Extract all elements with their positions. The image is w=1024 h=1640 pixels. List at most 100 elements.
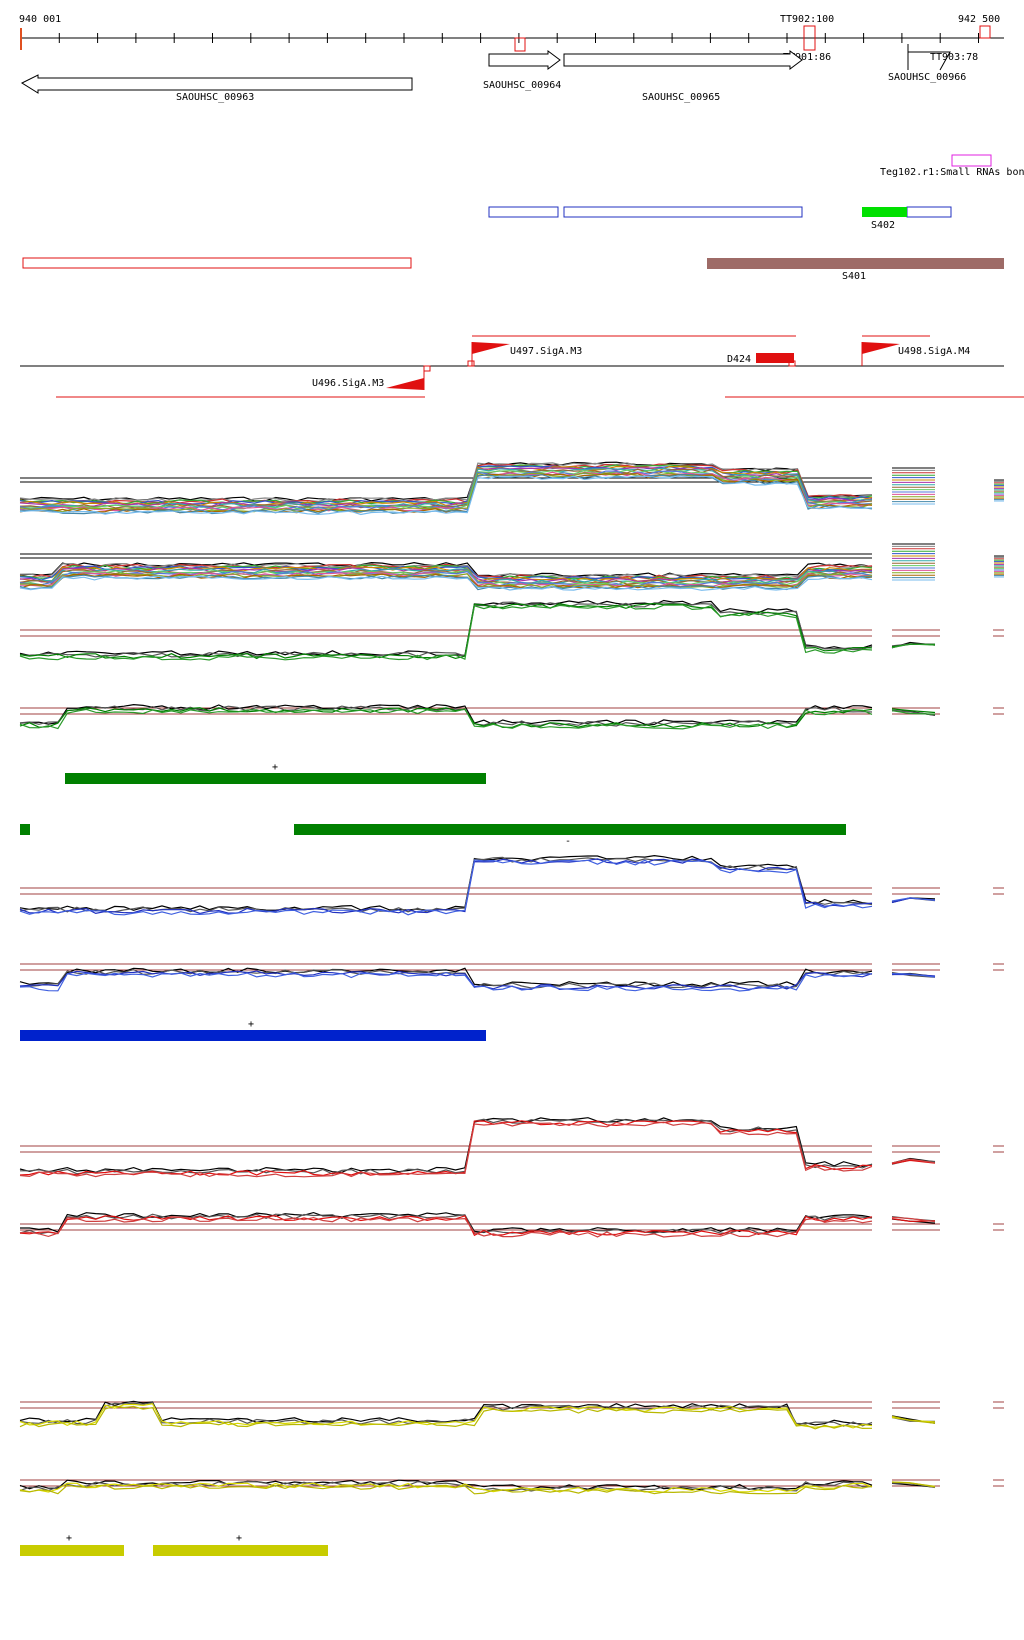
expression-line — [891, 1481, 936, 1487]
expression-line — [891, 710, 936, 715]
expression-track-blue — [19, 854, 1004, 916]
promoter-track: U497.SigA.M3 D424 U498.SigA.M4 U496.SigA… — [20, 335, 1024, 398]
terminator-label: TT901:86 — [783, 52, 831, 63]
segment-s402[interactable] — [862, 207, 907, 217]
expression-track-yellow — [19, 1400, 1004, 1430]
expression-line — [19, 604, 873, 661]
expression-line — [19, 703, 873, 726]
segment-s401[interactable] — [707, 258, 1004, 269]
expression-line — [891, 1216, 936, 1223]
expression-line — [19, 1117, 873, 1173]
expression-multi-track — [19, 461, 1004, 516]
expression-line — [19, 858, 873, 915]
expression-line — [891, 1159, 936, 1165]
strand-sign: + — [248, 1019, 254, 1030]
expression-track-green — [19, 703, 1004, 730]
gene-label: SAOUHSC_00965 — [642, 92, 720, 103]
expression-line — [19, 475, 873, 516]
expression-track-yellow — [19, 1479, 1004, 1495]
expression-line — [19, 601, 873, 658]
ruler-ticks — [20, 33, 979, 43]
small-rna-track: Teg102.r1:Small RNAs bon — [880, 154, 1024, 178]
expression-multi-track — [19, 543, 1004, 591]
expression-line — [19, 463, 873, 504]
segment-label: S402 — [871, 220, 895, 231]
expression-line — [19, 859, 873, 916]
expression-line — [891, 973, 936, 978]
gene-arrow[interactable] — [20, 74, 413, 94]
transcript-feature[interactable] — [906, 206, 952, 218]
transcript-track: S402 — [488, 206, 952, 231]
transcript-feature[interactable] — [488, 206, 559, 218]
yellow-bar[interactable] — [20, 1545, 124, 1556]
gene-label: SAOUHSC_00963 — [176, 92, 254, 103]
promoter-label: U497.SigA.M3 — [510, 346, 582, 357]
expression-line — [19, 564, 873, 581]
expression-line — [19, 465, 873, 506]
green-bar[interactable] — [65, 773, 486, 784]
expression-line — [19, 1120, 873, 1177]
blue-segment-track: + — [20, 1019, 486, 1041]
yellow-bar[interactable] — [153, 1545, 328, 1556]
segment-label: S401 — [842, 271, 866, 282]
expression-line — [19, 708, 873, 730]
expression-line — [19, 602, 873, 660]
expression-line — [891, 1415, 936, 1424]
promoter-label: D424 — [727, 354, 751, 365]
expression-line — [19, 970, 873, 991]
expression-track-green — [19, 599, 1004, 661]
expression-line — [19, 599, 873, 657]
gene-label: SAOUHSC_00966 — [888, 72, 966, 83]
terminator-label: TT903:78 — [930, 52, 978, 63]
expression-line — [891, 1158, 936, 1164]
terminator-track: TT902:100 TT901:86 TT903:78 — [514, 14, 978, 71]
expression-line — [19, 473, 873, 514]
strand-sign: + — [66, 1533, 72, 1544]
expression-line — [19, 462, 873, 503]
expression-line — [19, 1403, 873, 1429]
expression-line — [891, 708, 936, 714]
yellow-segment-track: + + — [20, 1533, 328, 1556]
expression-line — [19, 1482, 873, 1493]
green-segment-track: + - — [20, 762, 846, 847]
coord-end-label: 942 500 — [958, 14, 1000, 25]
expression-line — [891, 643, 936, 649]
green-bar[interactable] — [294, 824, 846, 835]
expression-line — [19, 707, 873, 729]
expression-line — [19, 1121, 873, 1178]
expression-line — [19, 575, 873, 591]
terminator-label: TT902:100 — [780, 14, 834, 25]
expression-track-blue — [19, 963, 1004, 992]
expression-line — [20, 1118, 873, 1175]
expression-line — [19, 1479, 873, 1491]
expression-line — [19, 1216, 873, 1238]
segment-feature[interactable] — [22, 257, 412, 269]
green-bar[interactable] — [20, 824, 30, 835]
promoter-label: U498.SigA.M4 — [898, 346, 970, 357]
expression-line — [19, 971, 873, 992]
segment-track: S401 — [22, 257, 1004, 282]
coord-start-label: 940 001 — [19, 14, 61, 25]
expression-line — [891, 897, 936, 902]
expression-track-red — [19, 1211, 1004, 1238]
expression-line — [19, 1215, 873, 1237]
promoter-flag[interactable] — [386, 378, 424, 390]
expression-line — [19, 967, 873, 987]
expression-line — [19, 1484, 873, 1495]
strand-sign: + — [236, 1533, 242, 1544]
gene-track: SAOUHSC_00963 SAOUHSC_00964 SAOUHSC_0096… — [20, 50, 966, 103]
expression-track-red — [19, 1117, 1004, 1178]
gene-arrow[interactable] — [563, 50, 803, 70]
gene-label: SAOUHSC_00964 — [483, 80, 561, 91]
promoter-flag[interactable] — [862, 342, 900, 354]
small-rna-feature[interactable] — [951, 154, 992, 167]
blue-bar[interactable] — [20, 1030, 486, 1041]
expression-line — [19, 471, 873, 512]
promoter-block[interactable] — [756, 353, 794, 363]
promoter-flag[interactable] — [472, 342, 510, 354]
gene-arrow[interactable] — [488, 50, 561, 70]
promoter-label: U496.SigA.M3 — [312, 378, 384, 389]
strand-sign: - — [565, 836, 571, 847]
transcript-feature[interactable] — [563, 206, 803, 218]
